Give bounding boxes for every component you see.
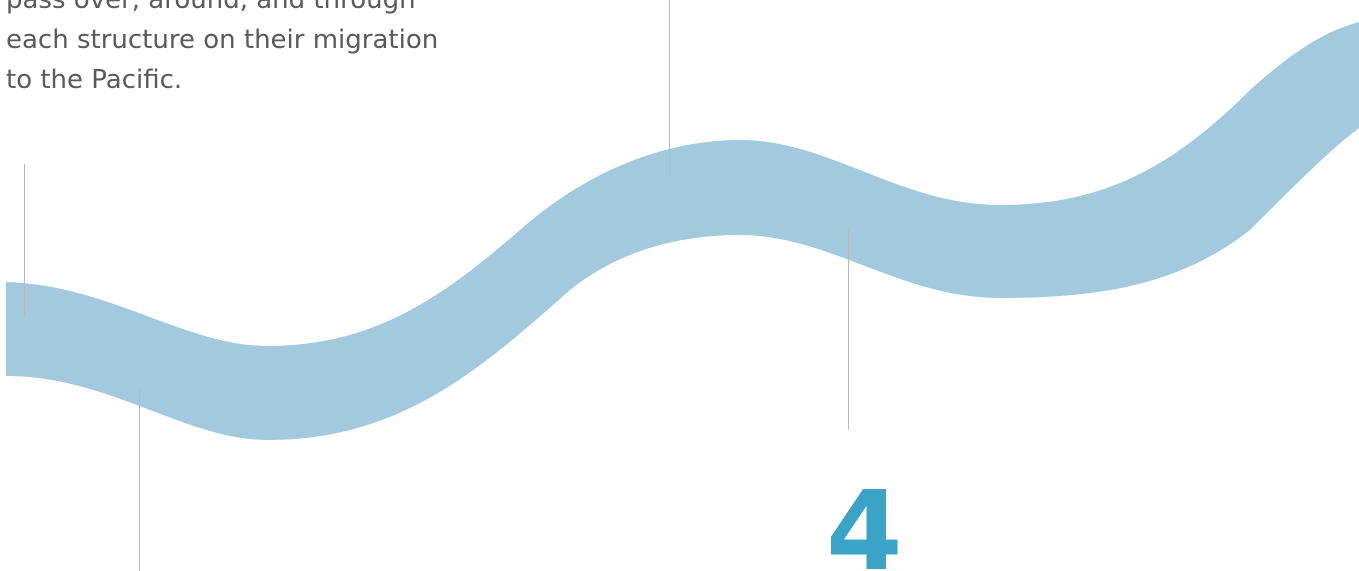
leader-line-1: [24, 164, 25, 316]
leader-line-4: [848, 229, 849, 430]
leader-line-2: [139, 388, 140, 571]
step-number: 4: [826, 467, 903, 571]
intro-line-3: to the Pacific.: [6, 65, 183, 95]
intro-line-2: each structure on their migration: [6, 25, 439, 55]
leader-line-3: [669, 0, 670, 176]
intro-line-1: pass over, around, and through: [6, 0, 416, 15]
river-path: [6, 22, 1359, 440]
intro-paragraph: pass over, around, and through each stru…: [6, 0, 526, 100]
